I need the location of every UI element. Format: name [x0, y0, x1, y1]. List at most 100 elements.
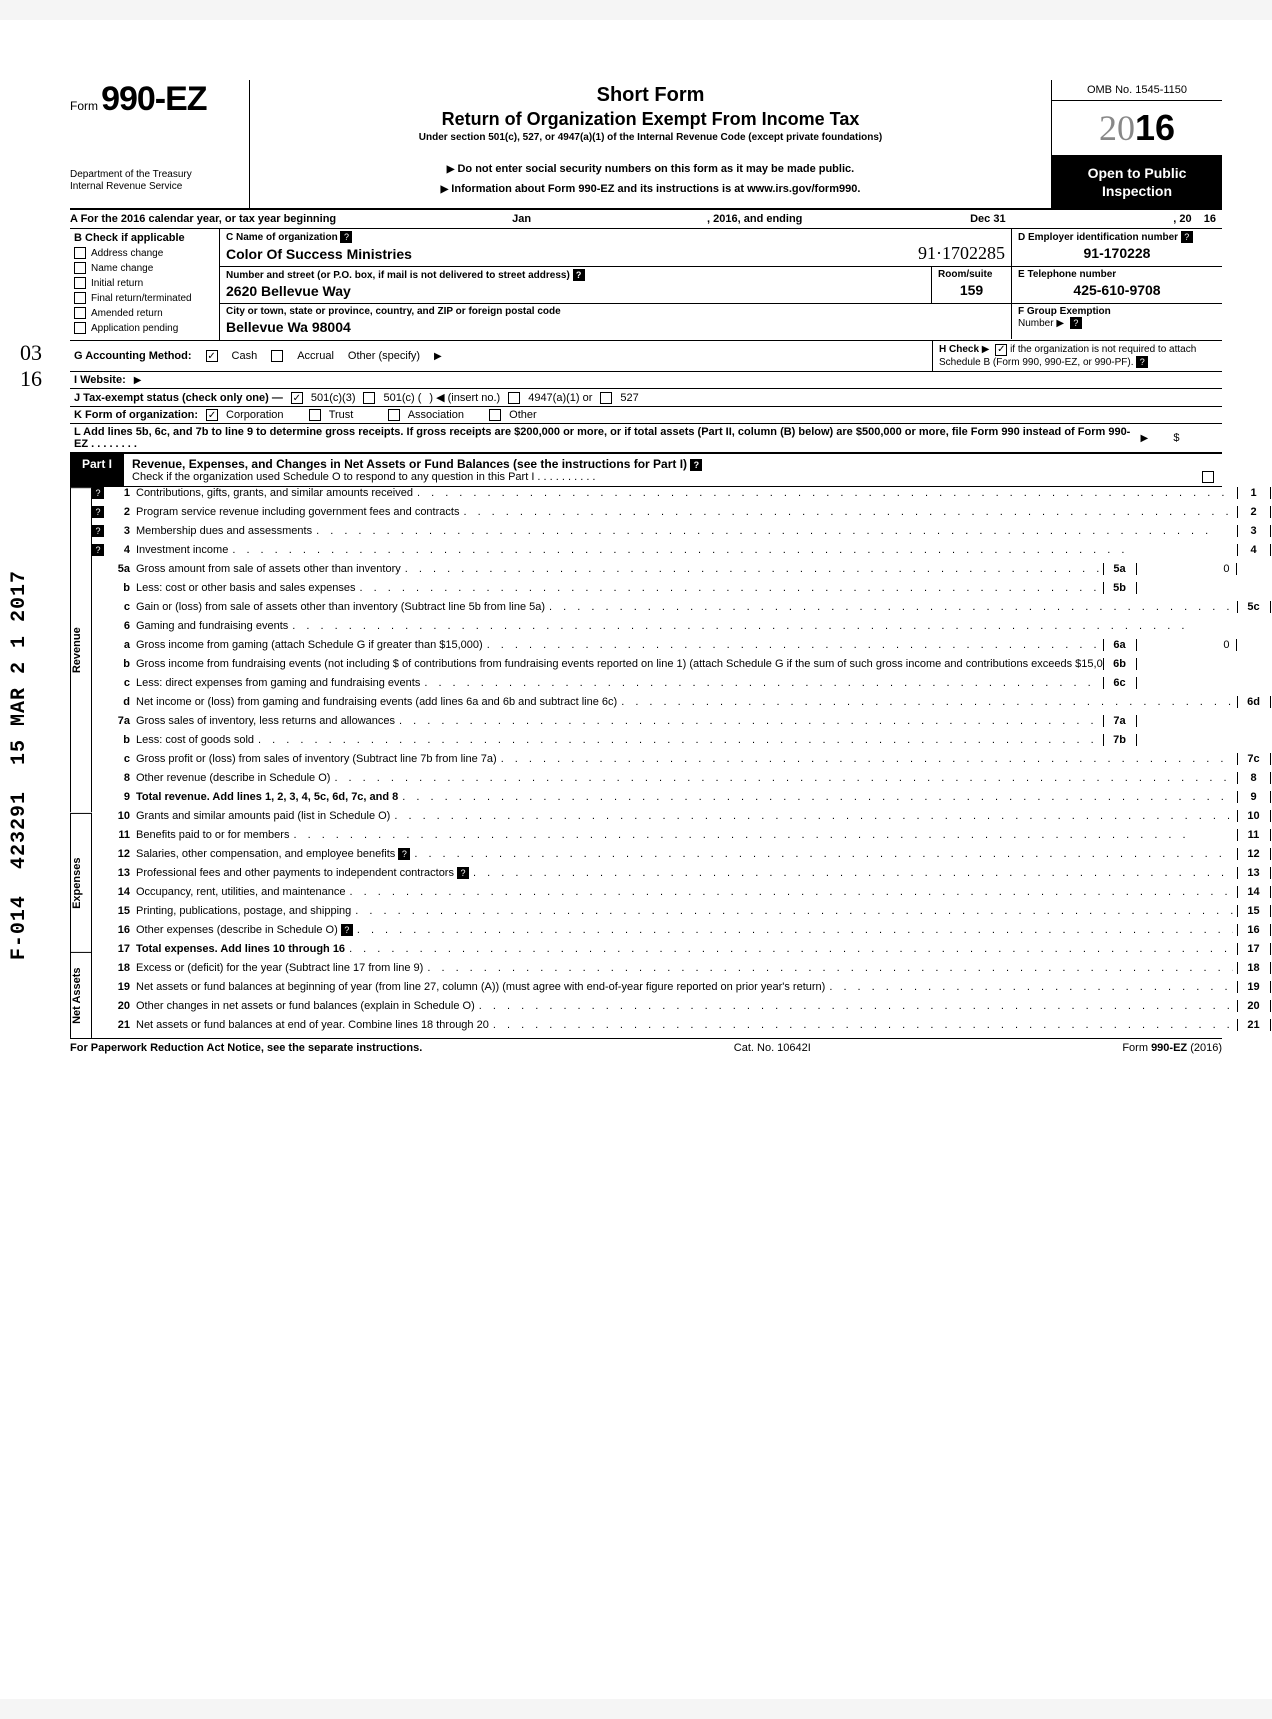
- line-row: bLess: cost of goods sold. . . . . . . .…: [92, 734, 1272, 753]
- checkbox[interactable]: [74, 322, 86, 334]
- line-row: 14Occupancy, rent, utilities, and mainte…: [92, 886, 1272, 905]
- header-mid: Short Form Return of Organization Exempt…: [250, 80, 1052, 208]
- line-description: Benefits paid to or for members. . . . .…: [136, 829, 1237, 841]
- checkbox-4947[interactable]: [508, 392, 520, 404]
- check-b-column: B Check if applicable Address changeName…: [70, 229, 220, 340]
- checkbox-cash[interactable]: [206, 350, 218, 362]
- mid-line-number: 6c: [1103, 677, 1137, 689]
- line-row: 18Excess or (deficit) for the year (Subt…: [92, 962, 1272, 981]
- checkbox[interactable]: [74, 247, 86, 259]
- checkbox-527[interactable]: [600, 392, 612, 404]
- margin-handwriting: 0316: [20, 340, 42, 392]
- line-number: 14: [108, 886, 136, 898]
- line-number: 6: [108, 620, 136, 632]
- line-row: 20Other changes in net assets or fund ba…: [92, 1000, 1272, 1019]
- line-row: 13Professional fees and other payments t…: [92, 867, 1272, 886]
- right-line-number: 14: [1237, 886, 1271, 898]
- checkbox[interactable]: [74, 307, 86, 319]
- check-b-item: Amended return: [74, 307, 215, 319]
- check-b-item: Address change: [74, 247, 215, 259]
- help-icon[interactable]: ?: [92, 525, 104, 537]
- line-number: a: [108, 639, 136, 651]
- checkbox-label: Application pending: [91, 323, 178, 334]
- help-icon[interactable]: ?: [457, 867, 469, 879]
- addr-value: 2620 Bellevue Way: [226, 281, 925, 301]
- line-description: Excess or (deficit) for the year (Subtra…: [136, 962, 1237, 974]
- checkbox[interactable]: [74, 262, 86, 274]
- help-icon[interactable]: ?: [1181, 231, 1193, 243]
- check-b-item: Final return/terminated: [74, 292, 215, 304]
- line-description: Printing, publications, postage, and shi…: [136, 905, 1237, 917]
- side-revenue: Revenue: [70, 487, 92, 812]
- room-value: 159: [938, 280, 1005, 300]
- right-line-number: 1: [1237, 487, 1271, 499]
- help-icon[interactable]: ?: [573, 269, 585, 281]
- form-header: Form 990-EZ Department of the Treasury I…: [70, 80, 1222, 210]
- form-number: 990-EZ: [101, 80, 207, 118]
- checkbox-schedule-o[interactable]: [1202, 471, 1214, 483]
- help-icon[interactable]: ?: [341, 924, 353, 936]
- line-description: Occupancy, rent, utilities, and maintena…: [136, 886, 1237, 898]
- g-label: G Accounting Method:: [74, 350, 192, 362]
- org-name: Color Of Success Ministries: [226, 244, 412, 264]
- help-icon[interactable]: ?: [340, 231, 352, 243]
- line-number: 13: [108, 867, 136, 879]
- line-description: Gaming and fundraising events. . . . . .…: [136, 620, 1237, 632]
- checkbox-corp[interactable]: [206, 409, 218, 421]
- h-label: H Check: [939, 344, 979, 355]
- line-row: 10Grants and similar amounts paid (list …: [92, 810, 1272, 829]
- checkbox-label: Final return/terminated: [91, 293, 192, 304]
- line-number: 5a: [108, 563, 136, 575]
- mid-line-number: 6b: [1103, 658, 1137, 670]
- line-description: Other changes in net assets or fund bala…: [136, 1000, 1237, 1012]
- checkbox[interactable]: [74, 277, 86, 289]
- line-description: Gross income from gaming (attach Schedul…: [136, 639, 1103, 651]
- help-icon[interactable]: ?: [92, 544, 104, 556]
- line-description: Membership dues and assessments. . . . .…: [136, 525, 1237, 537]
- checkbox-501c3[interactable]: [291, 392, 303, 404]
- e-phone-label: E Telephone number: [1018, 269, 1216, 280]
- checkbox-h[interactable]: [995, 344, 1007, 356]
- city-label: City or town, state or province, country…: [226, 306, 1005, 317]
- ein-value: 91-170228: [1018, 243, 1216, 263]
- f-number-label: Number ?: [1018, 317, 1216, 329]
- part1-title: Revenue, Expenses, and Changes in Net As…: [124, 454, 1222, 486]
- help-icon[interactable]: ?: [92, 487, 104, 499]
- title-return: Return of Organization Exempt From Incom…: [260, 109, 1041, 130]
- line-number: c: [108, 677, 136, 689]
- line-number: b: [108, 582, 136, 594]
- c-name-label: C Name of organization: [226, 232, 338, 243]
- checkbox-other[interactable]: [489, 409, 501, 421]
- help-icon[interactable]: ?: [92, 506, 104, 518]
- omb-number: OMB No. 1545-1150: [1052, 80, 1222, 101]
- line-row: 8Other revenue (describe in Schedule O).…: [92, 772, 1272, 791]
- checkbox-501c[interactable]: [363, 392, 375, 404]
- checkbox-accrual[interactable]: [271, 350, 283, 362]
- help-icon[interactable]: ?: [1136, 356, 1148, 368]
- line-description: Other revenue (describe in Schedule O). …: [136, 772, 1237, 784]
- line-description: Other expenses (describe in Schedule O) …: [136, 924, 1237, 936]
- line-description: Investment income. . . . . . . . . . . .…: [136, 544, 1237, 556]
- row-j-status: J Tax-exempt status (check only one) — 5…: [70, 389, 1222, 407]
- checkbox-assoc[interactable]: [388, 409, 400, 421]
- form-page: F-014 423291 15 MAR 2 1 2017 0316 Form 9…: [0, 20, 1272, 1699]
- check-b-item: Name change: [74, 262, 215, 274]
- line-description: Contributions, gifts, grants, and simila…: [136, 487, 1237, 499]
- line-number: 12: [108, 848, 136, 860]
- line-number: 7a: [108, 715, 136, 727]
- line-row: 19Net assets or fund balances at beginni…: [92, 981, 1272, 1000]
- right-line-number: 8: [1237, 772, 1271, 784]
- line-row: 7aGross sales of inventory, less returns…: [92, 715, 1272, 734]
- right-line-number: 21: [1237, 1019, 1271, 1031]
- help-icon[interactable]: ?: [690, 459, 702, 471]
- line-row: dNet income or (loss) from gaming and fu…: [92, 696, 1272, 715]
- footer-left: For Paperwork Reduction Act Notice, see …: [70, 1042, 422, 1054]
- footer-cat: Cat. No. 10642I: [734, 1042, 811, 1054]
- mid-line-number: 5b: [1103, 582, 1137, 594]
- room-label: Room/suite: [938, 269, 1005, 280]
- checkbox-trust[interactable]: [309, 409, 321, 421]
- checkbox[interactable]: [74, 292, 86, 304]
- help-icon[interactable]: ?: [398, 848, 410, 860]
- help-icon[interactable]: ?: [1070, 317, 1082, 329]
- mid-value: 0: [1137, 639, 1237, 651]
